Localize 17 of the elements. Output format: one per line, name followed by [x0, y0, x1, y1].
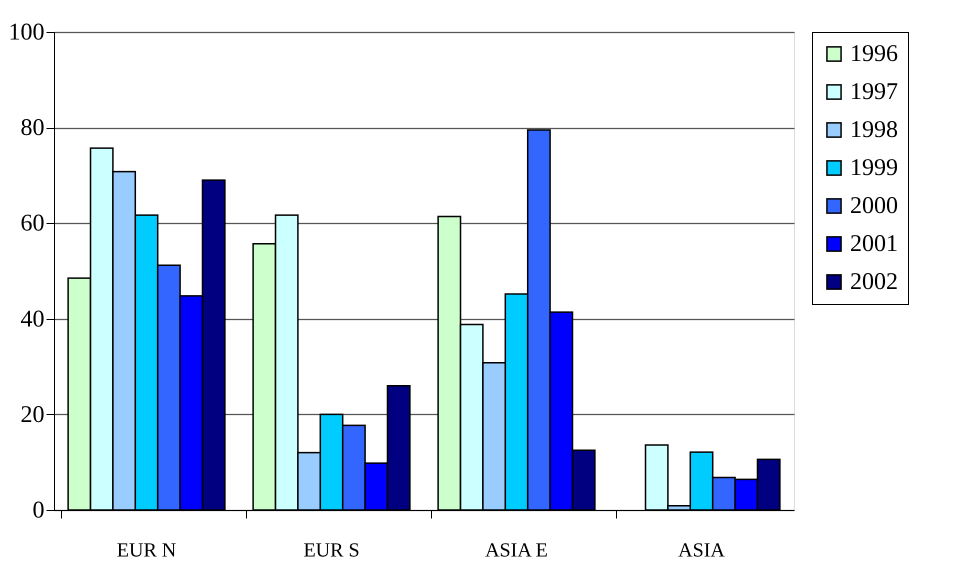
- legend-label: 1997: [850, 79, 898, 105]
- legend-label: 1996: [850, 41, 898, 67]
- y-tick-label: 20: [20, 402, 44, 428]
- legend-label: 1998: [850, 117, 898, 143]
- x-tick-label: EUR S: [303, 540, 360, 562]
- y-tick-label: 0: [32, 498, 44, 524]
- y-tick-label: 80: [20, 115, 44, 142]
- x-tick-label: ASIA E: [485, 540, 548, 562]
- y-tick-label: 60: [20, 210, 44, 237]
- x-tick-label: ASIA: [678, 540, 726, 562]
- legend-label: 1999: [850, 155, 898, 181]
- legend-label: 2002: [850, 269, 898, 295]
- legend-label: 2001: [850, 231, 898, 257]
- x-tick-label: EUR N: [116, 540, 176, 562]
- y-tick-label: 100: [8, 20, 44, 46]
- legend-label: 2000: [850, 193, 898, 219]
- y-tick-label: 40: [20, 306, 44, 332]
